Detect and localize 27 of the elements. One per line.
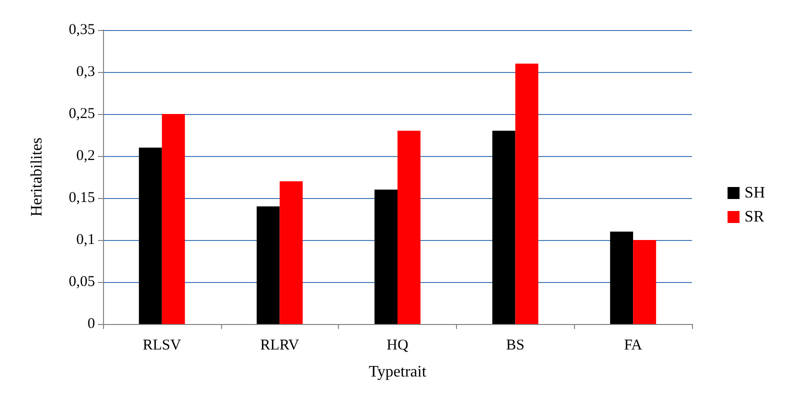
bar	[374, 190, 398, 324]
bar	[162, 114, 185, 324]
y-tick-label: 0,1	[76, 232, 95, 248]
x-tick-label: HQ	[386, 338, 408, 354]
bar	[610, 232, 634, 324]
y-axis-title: Heritabilites	[28, 137, 46, 217]
x-tick-label: FA	[624, 338, 642, 354]
bar	[633, 240, 656, 324]
legend-label: SH	[744, 184, 766, 202]
bar	[256, 206, 280, 324]
x-tick-label: RLSV	[142, 338, 182, 354]
bar	[492, 130, 516, 324]
y-tick-label: 0,15	[68, 190, 95, 206]
y-tick-label: 0,35	[68, 22, 95, 38]
x-axis-title: Typetrait	[368, 364, 427, 380]
y-tick-label: 0,2	[76, 148, 95, 164]
x-tick-label: RLRV	[260, 338, 300, 354]
y-tick-label: 0,25	[68, 106, 95, 122]
y-tick-label: 0	[88, 316, 95, 332]
legend-label: SR	[744, 208, 764, 226]
bar	[398, 130, 420, 324]
bar	[138, 148, 162, 324]
y-tick-label: 0,3	[76, 64, 95, 80]
bar	[515, 64, 538, 324]
bar	[280, 181, 303, 324]
x-tick-label: BS	[506, 338, 524, 354]
y-tick-label: 0,05	[68, 274, 95, 290]
